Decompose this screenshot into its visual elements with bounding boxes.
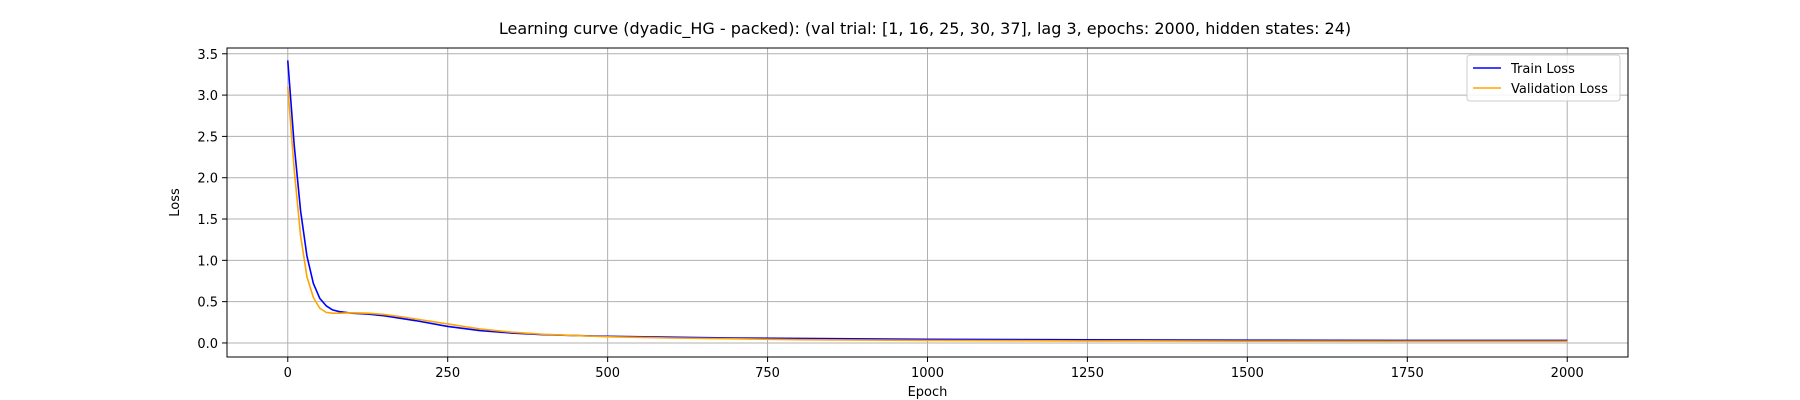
- chart-title: Learning curve (dyadic_HG - packed): (va…: [499, 19, 1351, 39]
- grid-layer: [227, 48, 1628, 357]
- x-tick-label: 750: [755, 366, 780, 381]
- y-tick-label: 0.0: [197, 337, 218, 352]
- y-tick-label: 1.5: [197, 213, 218, 228]
- series-layer: [286, 60, 1568, 343]
- x-tick-label: 1250: [1071, 366, 1104, 381]
- x-tick-label: 2000: [1551, 366, 1584, 381]
- x-tick-label: 0: [284, 366, 292, 381]
- x-tick-label: 1750: [1391, 366, 1424, 381]
- series-line-validation-loss: [286, 86, 1568, 343]
- y-tick-label: 1.0: [197, 254, 218, 269]
- y-tick-label: 0.5: [197, 296, 218, 311]
- legend-label-train-loss: Train Loss: [1510, 62, 1575, 77]
- x-tick-label: 250: [435, 366, 460, 381]
- x-axis-label: Epoch: [908, 385, 948, 400]
- y-axis-label: Loss: [168, 188, 183, 217]
- y-tick-label: 3.5: [197, 48, 218, 63]
- legend-label-validation-loss: Validation Loss: [1511, 82, 1608, 97]
- x-tick-label: 1000: [911, 366, 944, 381]
- y-tick-label: 3.0: [197, 89, 218, 104]
- legend: Train Loss Validation Loss: [1466, 54, 1621, 102]
- y-tick-label: 2.0: [197, 172, 218, 187]
- legend-box: [1466, 54, 1621, 102]
- x-tick-label: 500: [595, 366, 620, 381]
- y-tick-label: 2.5: [197, 130, 218, 145]
- x-tick-label: 1500: [1231, 366, 1264, 381]
- ticks-layer: 0 250 500 750 1000 1250 1500 1750 2000 0.0 0.5 1.0 1…: [197, 48, 1583, 381]
- series-line-train-loss: [286, 60, 1568, 342]
